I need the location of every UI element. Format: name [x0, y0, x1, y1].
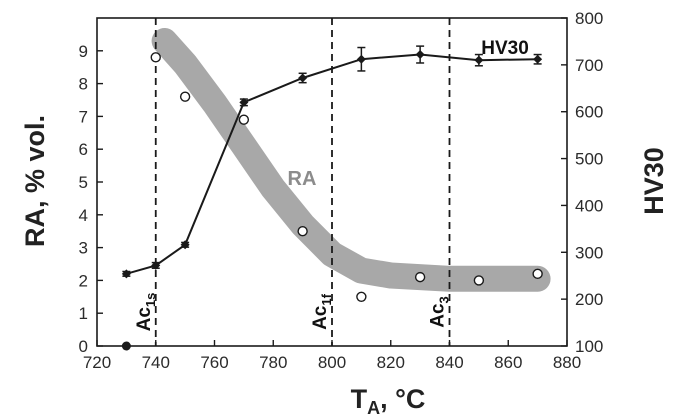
y-left-tick-label-3: 3: [79, 239, 88, 258]
hv30-series: [121, 45, 543, 279]
y-left-tick-label-6: 6: [79, 140, 88, 159]
ra-point-3: [297, 225, 308, 237]
y-right-tick-label-800: 800: [575, 9, 603, 28]
y-right-tick-label-200: 200: [575, 290, 603, 309]
y-right-tick-label-500: 500: [575, 150, 603, 169]
x-axis-title: TA, °C: [351, 384, 426, 416]
x-tick-label-780: 780: [259, 353, 287, 372]
x-tick-label-840: 840: [435, 353, 463, 372]
y-axis-left-title: RA, % vol.: [20, 115, 50, 247]
x-tick-label-860: 860: [494, 353, 522, 372]
ra-point-1: [179, 91, 191, 102]
ra-point-5: [414, 271, 426, 283]
transformation-lines: Ac1s Ac1f Ac3: [134, 18, 452, 346]
ra-point-6: [473, 275, 485, 286]
hv30-point-8: [533, 54, 543, 64]
hv30-point-2: [180, 240, 190, 250]
hv30-point-1: [151, 260, 161, 270]
y-left-tick-label-9: 9: [79, 42, 88, 61]
ra-band-label: RA: [288, 168, 317, 190]
vline-label-1: Ac1f: [310, 293, 334, 330]
ra-trend-band: [151, 28, 551, 292]
y-right-tick-label-100: 100: [575, 337, 603, 356]
ra-point-2: [238, 114, 250, 125]
x-tick-label-800: 800: [318, 353, 346, 372]
y-right-tick-label-300: 300: [575, 243, 603, 262]
x-tick-label-760: 760: [200, 353, 228, 372]
ra-point-7: [532, 268, 543, 280]
axes: 720 740 760 780 800 820 840 860 880 0 1 2 3 4 5 6 7 8 9 100…: [79, 9, 604, 372]
hv30-point-3: [239, 97, 249, 107]
vline-label-0: Ac1s: [134, 293, 158, 332]
y-axis-right-title: HV30: [639, 147, 669, 215]
y-left-tick-label-0: 0: [79, 337, 88, 356]
x-tick-label-880: 880: [553, 353, 581, 372]
x-tick-label-820: 820: [377, 353, 405, 372]
hv30-point-7: [474, 55, 484, 65]
y-left-tick-label-2: 2: [79, 271, 88, 290]
hv30-point-4: [298, 73, 308, 83]
y-left-tick-label-4: 4: [79, 206, 88, 225]
y-right-tick-label-700: 700: [575, 56, 603, 75]
y-left-tick-label-8: 8: [79, 75, 88, 94]
y-left-tick-label-1: 1: [79, 304, 88, 323]
y-left-tick-label-7: 7: [79, 107, 88, 126]
ra-series: [121, 52, 543, 351]
hv30-series-label: HV30: [481, 38, 529, 59]
hv30-point-6: [415, 50, 425, 60]
vline-label-2: Ac3: [428, 296, 452, 328]
ra-point-4: [356, 291, 367, 302]
y-right-tick-label-600: 600: [575, 103, 603, 122]
hv30-point-0: [121, 269, 131, 279]
y-left-tick-label-5: 5: [79, 173, 88, 192]
ra-trend-band-path: [151, 28, 551, 292]
ra-point-0: [150, 52, 161, 63]
y-right-tick-label-400: 400: [575, 196, 603, 215]
hv30-point-5: [356, 54, 366, 64]
x-tick-label-720: 720: [83, 353, 111, 372]
x-tick-label-740: 740: [142, 353, 170, 372]
